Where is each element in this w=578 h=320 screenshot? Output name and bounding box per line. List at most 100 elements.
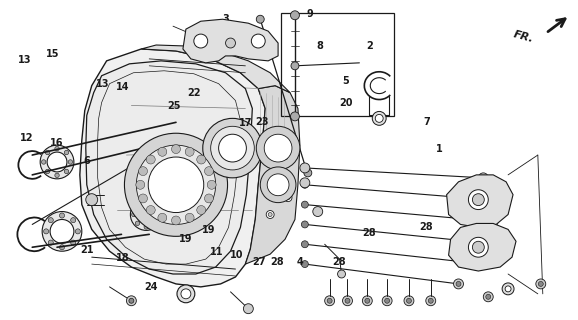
- Polygon shape: [80, 49, 265, 287]
- Circle shape: [301, 164, 308, 172]
- Circle shape: [158, 213, 167, 222]
- Circle shape: [260, 167, 296, 203]
- Circle shape: [47, 152, 67, 172]
- Circle shape: [365, 298, 370, 303]
- Text: 17: 17: [239, 117, 253, 128]
- Circle shape: [211, 126, 254, 170]
- Circle shape: [338, 270, 346, 278]
- Circle shape: [375, 114, 383, 122]
- Circle shape: [496, 242, 501, 247]
- Circle shape: [404, 296, 414, 306]
- Circle shape: [148, 157, 204, 212]
- Circle shape: [268, 193, 272, 197]
- Circle shape: [536, 279, 546, 289]
- Circle shape: [454, 279, 464, 289]
- Circle shape: [42, 212, 82, 251]
- Circle shape: [488, 217, 498, 227]
- Circle shape: [300, 178, 310, 188]
- Circle shape: [146, 205, 155, 214]
- Text: 15: 15: [46, 49, 60, 59]
- Text: 16: 16: [50, 138, 64, 148]
- Text: 28: 28: [420, 222, 434, 232]
- Text: 12: 12: [20, 133, 34, 143]
- Circle shape: [456, 281, 461, 286]
- Text: 11: 11: [209, 247, 223, 257]
- Circle shape: [129, 298, 134, 303]
- Circle shape: [158, 147, 167, 156]
- Circle shape: [538, 281, 543, 286]
- Circle shape: [139, 194, 147, 203]
- Circle shape: [132, 212, 136, 217]
- Circle shape: [172, 145, 180, 154]
- Circle shape: [251, 34, 265, 48]
- Circle shape: [300, 163, 310, 173]
- Polygon shape: [449, 223, 516, 271]
- Circle shape: [225, 38, 235, 48]
- Circle shape: [502, 283, 514, 295]
- Text: 27: 27: [253, 257, 266, 267]
- Circle shape: [139, 167, 147, 176]
- Circle shape: [301, 260, 308, 268]
- Circle shape: [60, 245, 65, 250]
- Circle shape: [55, 146, 60, 151]
- Circle shape: [138, 206, 155, 223]
- Circle shape: [291, 112, 299, 121]
- Text: FR.: FR.: [513, 29, 535, 44]
- Circle shape: [48, 240, 53, 245]
- Circle shape: [406, 298, 412, 303]
- Text: 3: 3: [223, 14, 229, 24]
- Circle shape: [185, 147, 194, 156]
- Circle shape: [483, 195, 493, 204]
- Circle shape: [284, 194, 292, 202]
- Polygon shape: [447, 175, 513, 228]
- Circle shape: [197, 155, 206, 164]
- Circle shape: [194, 34, 208, 48]
- Circle shape: [75, 229, 80, 234]
- Circle shape: [264, 134, 292, 162]
- Text: 2: 2: [366, 41, 373, 51]
- Circle shape: [135, 204, 140, 208]
- Text: 5: 5: [342, 76, 349, 86]
- Circle shape: [283, 173, 293, 183]
- Circle shape: [136, 145, 216, 224]
- Circle shape: [64, 169, 69, 174]
- Text: 24: 24: [144, 282, 158, 292]
- Text: 13: 13: [17, 55, 31, 65]
- Circle shape: [40, 145, 74, 179]
- Text: 22: 22: [188, 88, 201, 98]
- Text: 21: 21: [80, 245, 94, 255]
- Circle shape: [153, 221, 157, 226]
- Polygon shape: [183, 19, 278, 63]
- Circle shape: [382, 296, 392, 306]
- Circle shape: [486, 197, 491, 202]
- Circle shape: [313, 207, 323, 217]
- Circle shape: [479, 259, 488, 269]
- Circle shape: [208, 180, 216, 189]
- Polygon shape: [246, 86, 300, 264]
- Circle shape: [43, 229, 49, 234]
- Circle shape: [266, 191, 274, 199]
- Circle shape: [301, 201, 308, 208]
- Text: 27: 27: [246, 28, 260, 37]
- Circle shape: [428, 298, 434, 303]
- Circle shape: [50, 220, 74, 243]
- Text: 20: 20: [339, 98, 353, 108]
- Circle shape: [68, 160, 73, 164]
- Circle shape: [218, 134, 246, 162]
- Circle shape: [144, 200, 149, 204]
- Circle shape: [64, 150, 69, 155]
- Circle shape: [135, 221, 140, 226]
- Circle shape: [256, 126, 300, 170]
- Circle shape: [45, 169, 50, 174]
- Circle shape: [491, 219, 496, 224]
- Circle shape: [146, 155, 155, 164]
- Text: 23: 23: [255, 117, 269, 127]
- Circle shape: [472, 241, 484, 253]
- Circle shape: [301, 181, 308, 188]
- Circle shape: [197, 205, 206, 214]
- Circle shape: [124, 133, 228, 236]
- Circle shape: [48, 218, 53, 223]
- Circle shape: [185, 213, 194, 222]
- Circle shape: [343, 296, 353, 306]
- Circle shape: [479, 173, 488, 183]
